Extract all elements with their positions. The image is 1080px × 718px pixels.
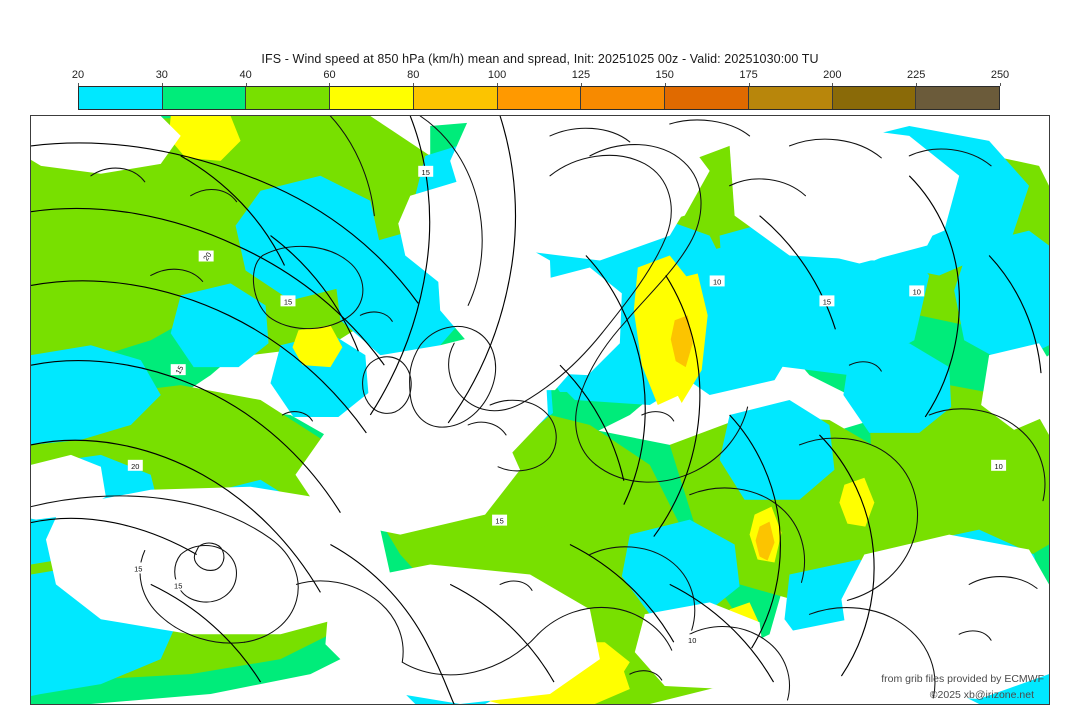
svg-text:20: 20 bbox=[201, 250, 213, 262]
colorbar-tick-label: 20 bbox=[71, 69, 85, 81]
colorbar-tick-label: 200 bbox=[823, 69, 842, 81]
colorbar-swatch bbox=[162, 87, 247, 109]
colorbar-tick-mark bbox=[916, 83, 918, 86]
colorbar-tick-mark bbox=[329, 83, 331, 86]
colorbar-tick-mark bbox=[664, 83, 666, 86]
page-title: IFS - Wind speed at 850 hPa (km/h) mean … bbox=[261, 52, 819, 66]
contour-label: 10 bbox=[709, 275, 725, 286]
colorbar-tick-mark bbox=[78, 83, 79, 86]
colorbar-swatch bbox=[79, 87, 163, 109]
data-source-credit: from grib files provided by ECMWF bbox=[881, 673, 1044, 685]
colorbar-tick-mark bbox=[832, 83, 834, 86]
colorbar-tick-mark bbox=[413, 83, 415, 86]
contour-label: 20 bbox=[198, 250, 214, 262]
colorbar-tick-mark bbox=[161, 83, 163, 86]
contour-label: 15 bbox=[492, 514, 508, 526]
windspeed-shading bbox=[31, 116, 1049, 704]
colorbar-swatch bbox=[581, 87, 666, 109]
svg-text:15: 15 bbox=[495, 517, 503, 526]
colorbar-tick-label: 30 bbox=[155, 69, 168, 81]
svg-text:15: 15 bbox=[422, 168, 430, 177]
colorbar-swatch bbox=[665, 87, 749, 109]
colorbar-swatch bbox=[497, 87, 582, 109]
colorbar-tick-label: 40 bbox=[239, 69, 252, 81]
colorbar-swatch bbox=[413, 87, 498, 109]
svg-text:15: 15 bbox=[174, 581, 182, 590]
copyright-credit: ©2025 xb@irizone.net bbox=[929, 689, 1034, 701]
contour-label: 10 bbox=[684, 634, 700, 645]
contour-label: 15 bbox=[170, 579, 186, 590]
colorbar: 20 30 40 60 80 100 125 150 175 200 225 250 bbox=[72, 69, 1009, 110]
colorbar-tick-mark bbox=[748, 83, 750, 86]
contour-label: 15 bbox=[819, 295, 835, 306]
colorbar-tick-mark bbox=[497, 83, 499, 86]
svg-text:10: 10 bbox=[688, 636, 696, 645]
colorbar-swatch bbox=[916, 87, 1000, 109]
colorbar-tick-label: 175 bbox=[739, 69, 758, 81]
colorbar-tick-mark bbox=[245, 83, 247, 86]
contour-label: 15 bbox=[418, 165, 434, 177]
colorbar-swatch bbox=[748, 87, 833, 109]
colorbar-tick-label: 60 bbox=[323, 69, 336, 81]
colorbar-swatches bbox=[78, 86, 1000, 110]
contour-label: 15 bbox=[280, 295, 296, 306]
contour-label-group: 15 20 20 15 bbox=[127, 165, 1007, 645]
map-canvas[interactable]: 15 20 20 15 bbox=[31, 116, 1049, 704]
coastline-layer bbox=[31, 116, 1046, 701]
colorbar-tick-label: 150 bbox=[655, 69, 674, 81]
colorbar-tick-label: 225 bbox=[906, 69, 926, 81]
svg-text:15: 15 bbox=[823, 297, 831, 306]
colorbar-tick-mark bbox=[1000, 83, 1001, 86]
colorbar-tick-labels: 20 30 40 60 80 100 125 150 175 200 225 250 bbox=[72, 69, 1009, 83]
colorbar-swatch bbox=[330, 87, 414, 109]
svg-text:15: 15 bbox=[134, 564, 142, 573]
colorbar-swatch bbox=[832, 87, 917, 109]
colorbar-tick-label: 250 bbox=[990, 69, 1010, 81]
svg-text:10: 10 bbox=[713, 277, 721, 286]
colorbar-tick-label: 125 bbox=[571, 69, 591, 81]
svg-text:15: 15 bbox=[284, 297, 292, 306]
contour-label: 10 bbox=[991, 459, 1007, 471]
contour-label: 15 bbox=[130, 562, 146, 573]
colorbar-tick-marks bbox=[78, 83, 1001, 87]
svg-text:20: 20 bbox=[131, 462, 139, 471]
colorbar-tick-mark bbox=[580, 83, 582, 86]
contour-label: 10 bbox=[909, 285, 925, 296]
colorbar-tick-label: 80 bbox=[407, 69, 420, 81]
spread-contour-layer bbox=[31, 116, 1042, 704]
svg-text:10: 10 bbox=[913, 287, 921, 296]
colorbar-tick-label: 100 bbox=[487, 69, 507, 81]
contour-label: 15 bbox=[170, 364, 186, 376]
contour-label: 20 bbox=[127, 459, 143, 471]
colorbar-swatch bbox=[246, 87, 331, 109]
map-panel[interactable]: 15 20 20 15 bbox=[30, 115, 1050, 705]
svg-text:15: 15 bbox=[174, 364, 186, 376]
svg-text:10: 10 bbox=[994, 462, 1002, 471]
